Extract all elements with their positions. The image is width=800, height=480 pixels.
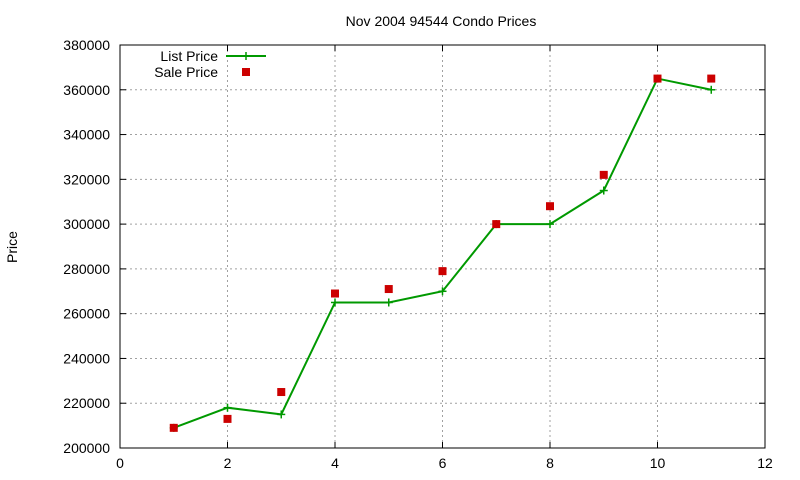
- sale-price-point: [331, 289, 339, 298]
- y-tick-label: 300000: [63, 216, 110, 232]
- sale-price-point: [438, 267, 447, 276]
- sale-price-point: [546, 202, 554, 211]
- y-tick-label: 340000: [63, 127, 110, 143]
- x-tick-label: 8: [546, 455, 554, 471]
- legend-swatch-marker: [242, 68, 250, 76]
- list-price-point: [546, 220, 554, 229]
- axes: 0 2 4 6 8 10 12 200000 220000 240000 260000 280000 3…: [63, 37, 773, 471]
- y-tick-label: 220000: [63, 395, 110, 411]
- y-axis-label: Price: [4, 231, 20, 263]
- y-tick-label: 280000: [63, 261, 110, 277]
- x-tick-label: 6: [439, 455, 447, 471]
- x-tick-label: 0: [116, 455, 124, 471]
- y-tick-label: 240000: [63, 350, 110, 366]
- legend-label: List Price: [160, 48, 218, 64]
- sale-price-point: [599, 170, 608, 179]
- y-tick-label: 320000: [63, 171, 110, 187]
- chart-title: Nov 2004 94544 Condo Prices: [346, 13, 537, 29]
- grid: [120, 45, 765, 448]
- sale-price-point: [384, 285, 393, 294]
- sale-price-point: [169, 423, 178, 432]
- y-tick-label: 200000: [63, 440, 110, 456]
- list-price-point: [707, 85, 716, 94]
- list-price-point: [438, 287, 447, 296]
- list-price-point: [599, 186, 608, 195]
- sale-price-series: [169, 74, 716, 432]
- sale-price-point: [653, 74, 662, 83]
- series: [169, 74, 716, 432]
- sale-price-point: [492, 220, 501, 229]
- x-tick-label: 2: [224, 455, 232, 471]
- list-price-series: [169, 74, 716, 432]
- list-price-point: [331, 298, 339, 307]
- list-price-point: [223, 403, 232, 412]
- list-price-point: [384, 298, 393, 307]
- legend-label: Sale Price: [154, 64, 218, 80]
- x-tick-label: 12: [757, 455, 773, 471]
- list-price-point: [277, 410, 286, 419]
- legend-entry-sale-price: Sale Price: [154, 64, 250, 80]
- y-tick-label: 360000: [63, 82, 110, 98]
- x-tick-label: 10: [650, 455, 666, 471]
- x-tick-label: 4: [331, 455, 339, 471]
- legend-entry-list-price: List Price: [160, 48, 266, 64]
- legend-swatch-marker: [242, 52, 250, 60]
- y-tick-label: 260000: [63, 306, 110, 322]
- y-tick-label: 380000: [63, 37, 110, 53]
- sale-price-point: [707, 74, 716, 83]
- sale-price-point: [223, 414, 232, 423]
- sale-price-point: [277, 388, 286, 397]
